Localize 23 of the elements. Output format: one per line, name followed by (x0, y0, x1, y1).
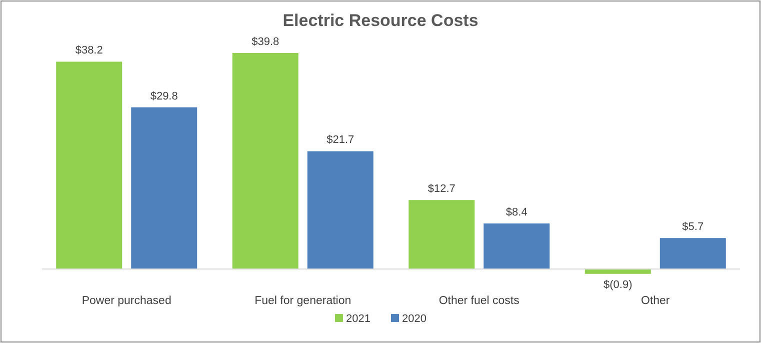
bar (131, 107, 198, 269)
x-tick-label: Fuel for generation (254, 295, 352, 307)
x-tick-label: Other fuel costs (438, 295, 520, 307)
chart-title: Electric Resource Costs (282, 11, 478, 30)
x-tick-label: Other (641, 295, 670, 307)
data-label: $29.8 (150, 90, 178, 102)
data-label: $12.7 (428, 183, 456, 196)
data-label: $8.4 (506, 206, 528, 218)
bar (584, 269, 651, 274)
data-label: $21.7 (326, 134, 354, 146)
data-label: $39.8 (252, 36, 280, 48)
bar (408, 200, 475, 269)
legend-label: 2021 (346, 313, 370, 325)
data-label: $(0.9) (604, 278, 632, 291)
x-tick-label: Power purchased (82, 295, 172, 307)
data-label: $5.7 (682, 221, 704, 234)
bar (307, 151, 374, 269)
legend-label: 2020 (402, 313, 426, 325)
bar (484, 223, 550, 269)
bar (232, 53, 298, 269)
data-label: $38.2 (75, 44, 103, 57)
bar (660, 238, 726, 269)
bar (56, 62, 122, 269)
